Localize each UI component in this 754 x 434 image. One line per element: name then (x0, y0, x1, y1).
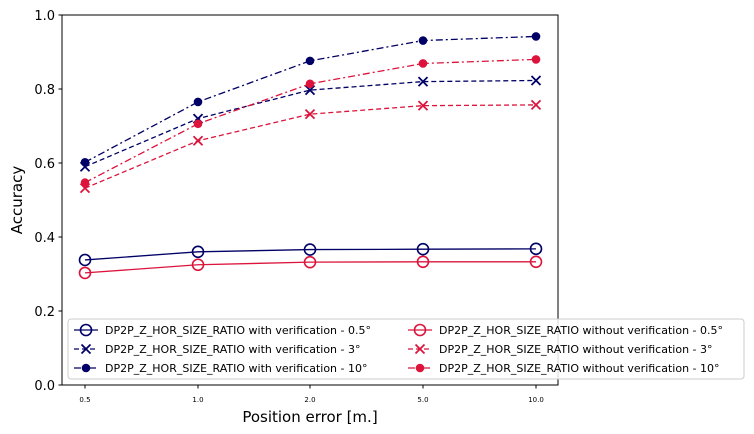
legend-marker (81, 363, 91, 373)
legend-marker (80, 343, 92, 355)
legend-box (67, 318, 745, 380)
legend-marker (415, 363, 425, 373)
series-line-6 (84, 58, 537, 184)
data-point (305, 79, 315, 89)
data-point (80, 157, 90, 167)
data-point (191, 245, 205, 259)
x-tick-label: 5.0 (417, 396, 428, 404)
data-point (416, 242, 430, 256)
series-line-3 (84, 35, 537, 163)
data-point (78, 266, 92, 280)
series-layer (78, 32, 543, 280)
data-point (416, 255, 430, 269)
data-point (417, 76, 429, 87)
data-point (305, 56, 315, 66)
y-axis-label: Accuracy (8, 166, 26, 235)
data-point (418, 36, 428, 45)
data-point (304, 109, 316, 120)
x-axis-label: Position error [m.] (242, 408, 377, 426)
data-point (303, 243, 317, 256)
legend-label: DP2P_Z_HOR_SIZE_RATIO with verification … (105, 343, 360, 356)
data-point (418, 59, 428, 68)
series-line-1 (84, 248, 537, 261)
y-tick-label: 0.4 (34, 231, 55, 246)
series-line-2 (84, 79, 537, 168)
data-point (304, 84, 316, 96)
legend-marker (414, 343, 426, 355)
data-point (530, 99, 542, 111)
legend-entry: DP2P_Z_HOR_SIZE_RATIO without verificati… (408, 343, 713, 356)
x-tick-label: 10.0 (528, 396, 544, 404)
data-point (417, 100, 429, 111)
data-point (529, 255, 543, 269)
data-point (78, 253, 92, 267)
legend-entry: DP2P_Z_HOR_SIZE_RATIO without verificati… (408, 323, 723, 337)
data-point (529, 242, 543, 256)
legend-label: DP2P_Z_HOR_SIZE_RATIO without verificati… (439, 343, 713, 356)
legend-label: DP2P_Z_HOR_SIZE_RATIO without verificati… (439, 324, 723, 337)
data-point (80, 178, 90, 187)
data-point (530, 75, 542, 86)
legend: DP2P_Z_HOR_SIZE_RATIO with verification … (67, 318, 745, 380)
legend-entry: DP2P_Z_HOR_SIZE_RATIO with verification … (74, 323, 371, 337)
x-tick-label: 1.0 (192, 396, 203, 404)
y-tick-label: 0.0 (34, 379, 55, 394)
x-tick-label: 2.0 (304, 396, 315, 404)
legend-entry: DP2P_Z_HOR_SIZE_RATIO without verificati… (408, 362, 720, 375)
y-tick-label: 0.8 (34, 83, 55, 98)
legend-label: DP2P_Z_HOR_SIZE_RATIO with verification … (105, 324, 371, 337)
data-point (193, 97, 203, 107)
legend-entry: DP2P_Z_HOR_SIZE_RATIO with verification … (74, 343, 360, 356)
ticks-layer: 0.5 1.0 2.0 5.0 10.0 0.0 0.2 0.4 0.6 0.8 1.0 (34, 9, 543, 404)
series-line-5 (84, 104, 537, 189)
legend-entry: DP2P_Z_HOR_SIZE_RATIO with verification … (74, 362, 367, 375)
legend-label: DP2P_Z_HOR_SIZE_RATIO with verification … (105, 362, 367, 375)
data-point (191, 258, 205, 272)
series-line-4 (84, 261, 536, 274)
legend-label: DP2P_Z_HOR_SIZE_RATIO without verificati… (439, 362, 720, 375)
y-tick-label: 0.6 (34, 157, 55, 172)
x-tick-label: 0.5 (79, 396, 90, 404)
legend-marker (413, 323, 427, 337)
data-point (303, 255, 317, 269)
data-point (531, 55, 541, 64)
data-point (531, 32, 541, 41)
data-point (193, 119, 203, 129)
y-tick-label: 1.0 (34, 9, 55, 24)
data-point (192, 135, 204, 146)
y-tick-label: 0.2 (34, 305, 55, 320)
legend-marker (79, 323, 93, 337)
